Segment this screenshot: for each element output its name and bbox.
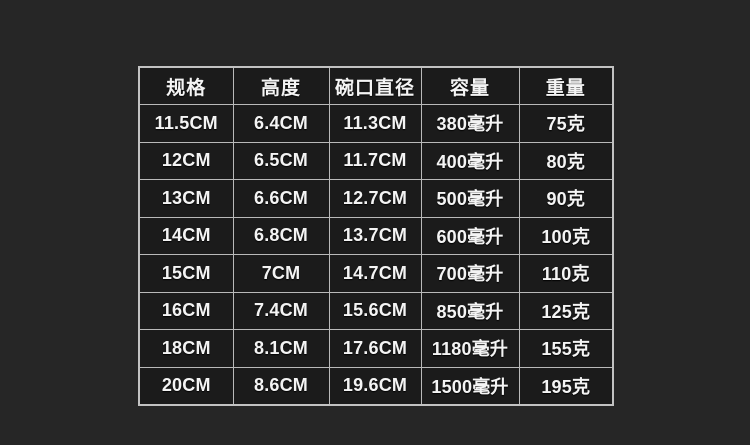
cell-spec: 15CM (138, 254, 234, 293)
cell-weight: 155克 (518, 329, 614, 368)
cell-diameter: 17.6CM (328, 329, 422, 368)
cell-spec: 14CM (138, 216, 234, 255)
cell-weight: 75克 (518, 104, 614, 143)
cell-weight: 195克 (518, 366, 614, 405)
column-header-diameter: 碗口直径 (328, 66, 422, 105)
cell-height: 6.5CM (232, 141, 330, 180)
cell-weight: 100克 (518, 216, 614, 255)
cell-capacity: 500毫升 (420, 179, 520, 218)
cell-height: 6.8CM (232, 216, 330, 255)
cell-capacity: 1180毫升 (420, 329, 520, 368)
cell-diameter: 13.7CM (328, 216, 422, 255)
cell-capacity: 850毫升 (420, 291, 520, 330)
cell-capacity: 600毫升 (420, 216, 520, 255)
cell-spec: 18CM (138, 329, 234, 368)
table-row: 11.5CM 6.4CM 11.3CM 380毫升 75克 (138, 104, 614, 143)
column-header-capacity: 容量 (420, 66, 520, 105)
cell-capacity: 700毫升 (420, 254, 520, 293)
cell-weight: 90克 (518, 179, 614, 218)
cell-capacity: 400毫升 (420, 141, 520, 180)
cell-spec: 12CM (138, 141, 234, 180)
spec-table-container: 规格 高度 碗口直径 容量 重量 11.5CM 6.4CM 11.3CM 380… (138, 66, 614, 406)
column-header-spec: 规格 (138, 66, 234, 105)
cell-height: 6.4CM (232, 104, 330, 143)
cell-diameter: 12.7CM (328, 179, 422, 218)
cell-capacity: 1500毫升 (420, 366, 520, 405)
table-row: 13CM 6.6CM 12.7CM 500毫升 90克 (138, 179, 614, 218)
cell-height: 7CM (232, 254, 330, 293)
table-header: 规格 高度 碗口直径 容量 重量 (138, 66, 614, 105)
table-row: 18CM 8.1CM 17.6CM 1180毫升 155克 (138, 329, 614, 368)
table-header-row: 规格 高度 碗口直径 容量 重量 (138, 66, 614, 105)
cell-weight: 110克 (518, 254, 614, 293)
cell-spec: 11.5CM (138, 104, 234, 143)
cell-diameter: 15.6CM (328, 291, 422, 330)
table-row: 20CM 8.6CM 19.6CM 1500毫升 195克 (138, 366, 614, 405)
table-row: 14CM 6.8CM 13.7CM 600毫升 100克 (138, 216, 614, 255)
cell-height: 8.6CM (232, 366, 330, 405)
cell-spec: 16CM (138, 291, 234, 330)
cell-diameter: 11.3CM (328, 104, 422, 143)
cell-height: 6.6CM (232, 179, 330, 218)
cell-diameter: 11.7CM (328, 141, 422, 180)
cell-height: 8.1CM (232, 329, 330, 368)
column-header-height: 高度 (232, 66, 330, 105)
cell-capacity: 380毫升 (420, 104, 520, 143)
cell-diameter: 19.6CM (328, 366, 422, 405)
cell-diameter: 14.7CM (328, 254, 422, 293)
table-row: 12CM 6.5CM 11.7CM 400毫升 80克 (138, 141, 614, 180)
cell-spec: 13CM (138, 179, 234, 218)
table-body: 11.5CM 6.4CM 11.3CM 380毫升 75克 12CM 6.5CM… (138, 104, 614, 405)
cell-weight: 80克 (518, 141, 614, 180)
column-header-weight: 重量 (518, 66, 614, 105)
cell-height: 7.4CM (232, 291, 330, 330)
cell-weight: 125克 (518, 291, 614, 330)
specification-table: 规格 高度 碗口直径 容量 重量 11.5CM 6.4CM 11.3CM 380… (138, 66, 614, 406)
table-row: 15CM 7CM 14.7CM 700毫升 110克 (138, 254, 614, 293)
cell-spec: 20CM (138, 366, 234, 405)
table-row: 16CM 7.4CM 15.6CM 850毫升 125克 (138, 291, 614, 330)
